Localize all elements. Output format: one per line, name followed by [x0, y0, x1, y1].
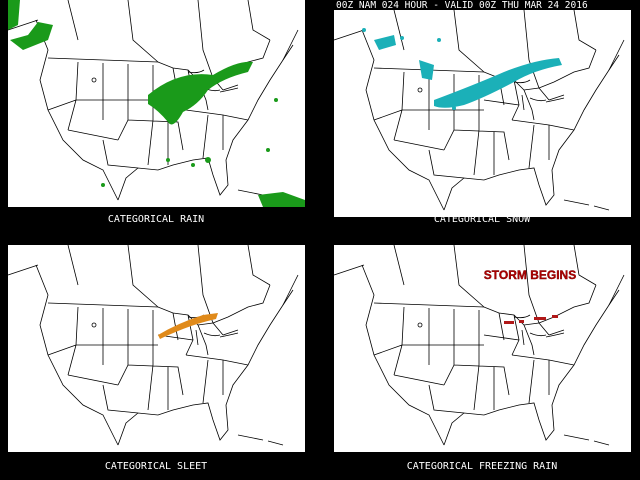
- base-map: [7, 244, 306, 453]
- sleet-area: [158, 313, 218, 339]
- panel-label: CATEGORICAL RAIN: [108, 214, 204, 225]
- freezing-rain-area: [504, 315, 558, 324]
- panel-label: CATEGORICAL SNOW: [434, 214, 531, 225]
- snow-panel: CATEGORICAL SNOW: [333, 9, 632, 225]
- freezing-rain-panel: STORM BEGINS CATEGORICAL FREEZING RAIN: [333, 244, 632, 472]
- snow-area: [362, 28, 562, 110]
- rain-area: [8, 0, 305, 207]
- base-map: [333, 244, 632, 453]
- panel-label: CATEGORICAL SLEET: [105, 461, 207, 472]
- sleet-panel: CATEGORICAL SLEET: [7, 244, 306, 472]
- annotation: STORM BEGINS: [484, 268, 576, 282]
- panel-label: CATEGORICAL FREEZING RAIN: [407, 461, 558, 472]
- rain-panel: CATEGORICAL RAIN: [7, 0, 306, 225]
- header-title: 00Z NAM 024 HOUR - VALID 00Z THU MAR 24 …: [336, 0, 588, 11]
